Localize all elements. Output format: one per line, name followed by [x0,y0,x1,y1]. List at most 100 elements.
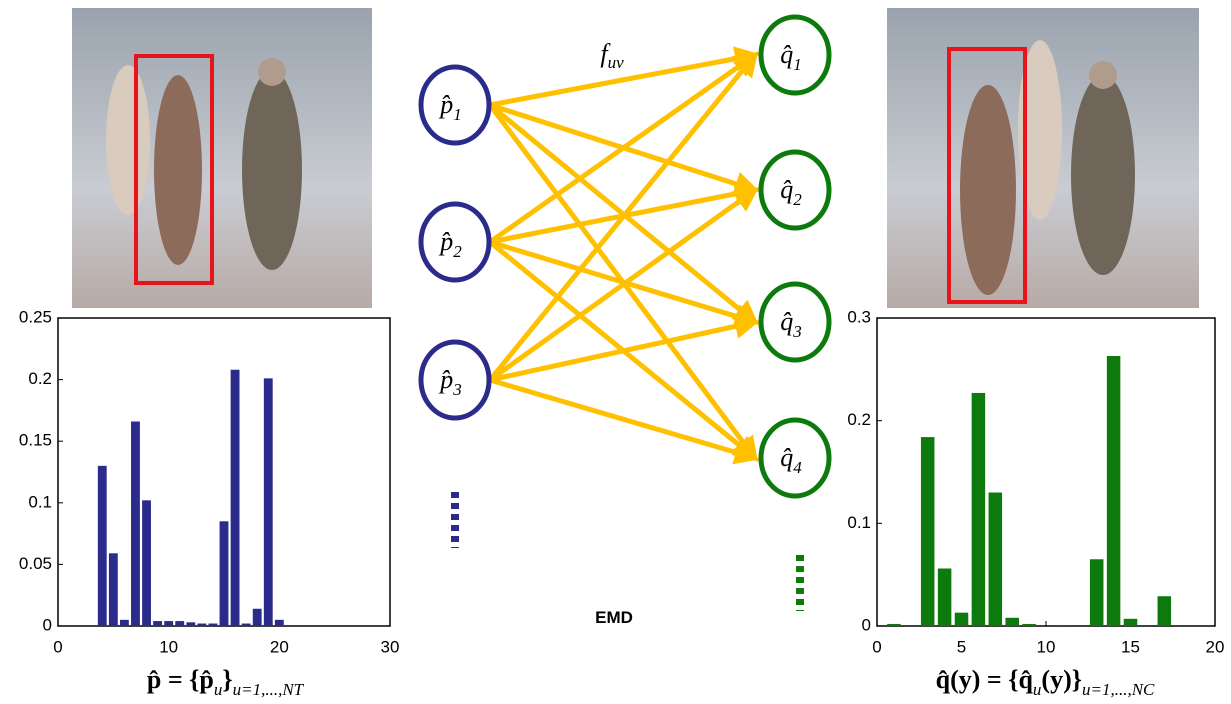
bar [971,392,986,626]
bar [153,621,163,626]
caption: q̂(y) = {q̂u(y)}u=1,...,NC [936,665,1155,699]
y-tick-label: 0.2 [847,410,871,429]
x-tick-label: 20 [270,637,289,656]
node-label: q̂1 [780,40,802,74]
label-base: q̂ [780,307,793,336]
x-tick-label: 15 [1121,637,1140,656]
y-tick-label: 0.2 [28,369,52,388]
x-tick-label: 10 [1037,637,1056,656]
node [418,201,492,283]
caption-part: p̂ = {p̂ [147,665,214,694]
caption-part: u=1,...,N [1082,680,1145,699]
node-label: p̂3 [438,365,462,399]
label-base: p̂ [438,227,453,256]
label-sub: 2 [793,190,802,209]
x-tick-label: 0 [53,637,62,656]
edge [489,377,760,465]
label-sub: 2 [453,242,462,261]
bar [197,623,207,626]
label-sub: uv [608,53,625,72]
label-sub: 4 [793,458,802,477]
label-base: q̂ [780,443,793,472]
y-tick-label: 0.05 [19,554,52,573]
bar [97,465,107,626]
label-base: q̂ [780,175,793,204]
bar [1005,617,1019,626]
bar [175,621,185,626]
label-sub: 3 [452,380,462,399]
x-tick-label: 0 [872,637,881,656]
bar [887,623,901,626]
bar [230,369,240,626]
bar [219,521,229,626]
y-tick-label: 0.1 [847,513,871,532]
bar [131,421,140,626]
bar [1056,624,1070,626]
photo-right [887,8,1199,308]
x-tick-label: 30 [381,637,400,656]
x-tick-label: 20 [1206,637,1225,656]
y-tick-label: 0.3 [847,307,871,326]
caption-part: u [1033,680,1042,699]
caption-part: u [214,680,223,699]
node-label: p̂2 [438,227,462,261]
label-base: f [600,39,611,68]
edge [488,51,759,382]
bar [988,492,1003,626]
node-label: q̂4 [780,443,802,477]
bar [241,623,251,626]
label-sub: 1 [453,105,462,124]
node [758,417,832,499]
node [758,14,832,96]
caption-part: (y)} [1041,665,1082,694]
bar [1106,355,1121,626]
caption-part: T [294,680,305,699]
bar [208,623,218,626]
label-sub: 1 [793,55,802,74]
bar [1022,623,1036,626]
edge [489,46,760,108]
y-tick-label: 0.15 [19,431,52,450]
y-tick-label: 0 [862,615,871,634]
node [758,149,832,231]
node-label: q̂2 [780,175,802,209]
edge [488,52,760,245]
bar [263,378,273,626]
x-tick-label: 10 [159,637,178,656]
bar [186,622,196,626]
caption: p̂ = {p̂u}u=1,...,NT [147,665,305,699]
y-tick-label: 0.25 [19,307,52,326]
bar [954,612,969,626]
bar [920,437,935,626]
label-base: p̂ [438,90,453,119]
y-tick-label: 0 [43,615,52,634]
caption-part: C [1143,680,1155,699]
y-tick-label: 0.1 [28,492,52,511]
bar [108,553,118,626]
node [418,64,492,146]
edge-label: fuv [600,39,624,72]
bar [1157,596,1172,626]
edge [489,314,760,383]
center-label: EMD [595,608,633,627]
bar [1123,618,1138,626]
bar [119,619,129,626]
node-label: q̂3 [780,307,802,341]
node [418,339,492,421]
bar [252,608,262,626]
caption-part: } [222,665,232,694]
bar [1089,559,1104,626]
photo-left [72,8,372,308]
label-base: q̂ [780,40,793,69]
caption-part: q̂(y) = {q̂ [936,665,1034,694]
bar [274,619,284,626]
x-tick-label: 5 [957,637,966,656]
node [758,281,832,363]
edge [488,187,760,383]
label-sub: 3 [792,322,802,341]
bar [142,500,151,626]
caption-part: u=1,...,N [233,680,296,699]
node-label: p̂1 [438,90,462,124]
bar [164,621,174,626]
